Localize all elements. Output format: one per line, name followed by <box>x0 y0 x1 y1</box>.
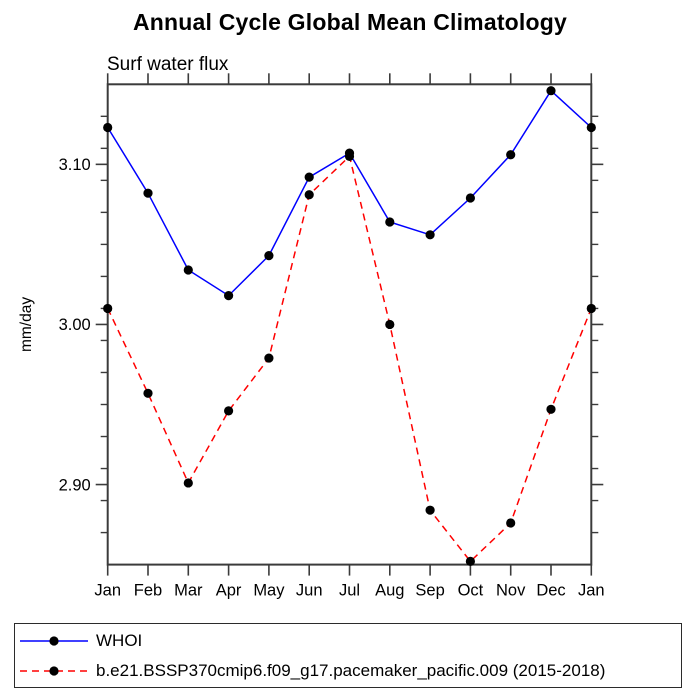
x-tick-label: Dec <box>536 582 565 600</box>
data-point-marker-1 <box>586 303 596 314</box>
data-point-marker-1 <box>183 478 193 488</box>
x-tick-label: Mar <box>174 582 203 600</box>
data-point-marker-0 <box>586 122 596 133</box>
y-tick-label: 2.90 <box>59 476 91 494</box>
x-tick-label: Jan <box>578 582 605 600</box>
data-point-marker-1 <box>103 303 113 314</box>
data-point-marker-0 <box>385 217 395 227</box>
data-point-marker-1 <box>465 556 475 566</box>
x-tick-label: Jun <box>296 582 323 600</box>
legend: WHOI b.e21.BSSP370cmip6.f09_g17.pacemake… <box>14 623 682 688</box>
x-tick-label: Aug <box>375 582 404 600</box>
data-point-marker-0 <box>103 122 113 133</box>
plot-box <box>106 83 593 566</box>
x-tick-label: Jan <box>94 582 121 600</box>
data-point-marker-0 <box>143 188 153 198</box>
data-point-marker-0 <box>425 230 435 240</box>
y-axis-title: mm/day <box>18 297 35 352</box>
legend-label-model: b.e21.BSSP370cmip6.f09_g17.pacemaker_pac… <box>96 660 606 680</box>
data-point-marker-0 <box>183 265 193 275</box>
x-tick-label: Jul <box>339 582 360 600</box>
data-point-marker-1 <box>344 151 355 161</box>
data-point-marker-0 <box>224 291 234 301</box>
data-point-marker-1 <box>506 518 516 528</box>
y-tick-label: 3.10 <box>59 156 91 174</box>
x-tick-label: Nov <box>496 582 526 600</box>
data-point-marker-1 <box>546 404 556 414</box>
data-point-marker-0 <box>506 150 516 160</box>
data-point-marker-1 <box>224 406 234 416</box>
legend-label-whoi: WHOI <box>96 630 143 650</box>
data-point-marker-0 <box>304 172 314 182</box>
legend-sample-solid-line-icon <box>20 635 88 646</box>
x-tick-label: Oct <box>458 582 484 600</box>
data-point-marker-0 <box>546 86 556 96</box>
chart-title: Annual Cycle Global Mean Climatology <box>132 9 568 35</box>
data-point-marker-1 <box>425 505 435 515</box>
data-point-marker-0 <box>264 251 274 261</box>
legend-item-whoi: WHOI <box>19 627 681 655</box>
x-tick-label: May <box>253 582 285 600</box>
data-point-marker-1 <box>304 190 314 200</box>
x-tick-label: Sep <box>415 582 444 600</box>
data-point-marker-1 <box>264 353 274 363</box>
series-line-1 <box>107 154 592 563</box>
data-point-marker-1 <box>143 388 153 398</box>
legend-sample-dashed-line-icon <box>20 665 88 676</box>
legend-item-model: b.e21.BSSP370cmip6.f09_g17.pacemaker_pac… <box>19 657 681 685</box>
y-tick-label: 3.00 <box>59 316 91 334</box>
data-point-marker-1 <box>385 319 395 330</box>
x-tick-label: Feb <box>134 582 162 600</box>
chart-subtitle: Surf water flux <box>107 54 229 75</box>
data-point-marker-0 <box>465 193 475 203</box>
series-line-0 <box>107 89 592 297</box>
x-tick-label: Apr <box>216 582 242 600</box>
